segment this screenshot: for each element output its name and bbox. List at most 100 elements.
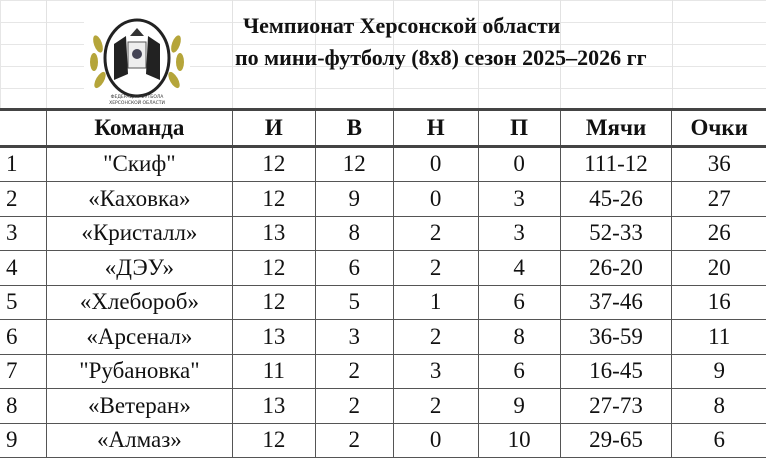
draws-cell: 2 — [392, 388, 479, 424]
place-cell: 3 — [0, 215, 47, 251]
table-row: 1 "Скиф" 12 12 0 0 111-12 36 — [0, 145, 766, 182]
svg-text:ФЕДЕРАЦИЯ ФУТБОЛА: ФЕДЕРАЦИЯ ФУТБОЛА — [111, 94, 165, 100]
games-cell: 12 — [231, 145, 316, 182]
losses-cell: 6 — [477, 353, 561, 389]
title-line-2: по мини-футболу (8х8) сезон 2025–2026 гг — [235, 45, 647, 70]
games-cell: 12 — [231, 284, 316, 320]
losses-cell: 8 — [477, 319, 561, 355]
column-header: Н — [392, 108, 479, 148]
team-cell: «Арсенал» — [45, 319, 233, 355]
draws-cell: 0 — [392, 145, 479, 182]
games-cell: 13 — [231, 215, 316, 251]
draws-cell: 1 — [392, 284, 479, 320]
wins-cell: 3 — [314, 319, 394, 355]
team-cell: «Ветеран» — [45, 388, 233, 424]
place-cell: 7 — [0, 353, 47, 389]
column-header: И — [231, 108, 316, 148]
column-header: Мячи — [559, 108, 673, 148]
points-cell: 8 — [671, 388, 766, 424]
team-cell: «Хлебороб» — [45, 284, 233, 320]
grid-line — [46, 0, 47, 108]
wins-cell: 8 — [314, 215, 394, 251]
goals-cell: 37-46 — [559, 284, 673, 320]
losses-cell: 0 — [477, 145, 561, 182]
points-cell: 36 — [671, 145, 766, 182]
place-cell: 1 — [0, 145, 47, 182]
svg-text:ХЕРСОНСКОЙ ОБЛАСТИ: ХЕРСОНСКОЙ ОБЛАСТИ — [109, 99, 165, 106]
goals-cell: 26-20 — [559, 250, 673, 286]
goals-cell: 52-33 — [559, 215, 673, 251]
grid-line — [672, 0, 673, 108]
goals-cell: 36-59 — [559, 319, 673, 355]
place-cell: 9 — [0, 422, 47, 458]
grid-line — [393, 0, 394, 108]
losses-cell: 10 — [477, 422, 561, 458]
table-row: 2 «Каховка» 12 9 0 3 45-26 27 — [0, 181, 766, 217]
losses-cell: 9 — [477, 388, 561, 424]
draws-cell: 2 — [392, 215, 479, 251]
losses-cell: 4 — [477, 250, 561, 286]
losses-cell: 3 — [477, 215, 561, 251]
goals-cell: 45-26 — [559, 181, 673, 217]
goals-cell: 29-65 — [559, 422, 673, 458]
place-cell: 4 — [0, 250, 47, 286]
games-cell: 11 — [231, 353, 316, 389]
page-title: Чемпионат Херсонской области по мини-фут… — [235, 10, 647, 74]
table-row: 3 «Кристалл» 13 8 2 3 52-33 26 — [0, 215, 766, 251]
column-header: Команда — [45, 108, 233, 148]
losses-cell: 3 — [477, 181, 561, 217]
team-cell: «Кристалл» — [45, 215, 233, 251]
place-cell: 5 — [0, 284, 47, 320]
table-row: 6 «Арсенал» 13 3 2 8 36-59 11 — [0, 319, 766, 355]
column-header — [0, 108, 47, 148]
table-row: 5 «Хлебороб» 12 5 1 6 37-46 16 — [0, 284, 766, 320]
games-cell: 12 — [231, 250, 316, 286]
losses-cell: 6 — [477, 284, 561, 320]
column-header: Очки — [671, 108, 766, 148]
points-cell: 6 — [671, 422, 766, 458]
wins-cell: 6 — [314, 250, 394, 286]
games-cell: 12 — [231, 422, 316, 458]
grid-line — [478, 0, 479, 108]
place-cell: 8 — [0, 388, 47, 424]
points-cell: 26 — [671, 215, 766, 251]
goals-cell: 27-73 — [559, 388, 673, 424]
table-row: 4 «ДЭУ» 12 6 2 4 26-20 20 — [0, 250, 766, 286]
table-row: 7 "Рубановка" 11 2 3 6 16-45 9 — [0, 353, 766, 389]
games-cell: 13 — [231, 319, 316, 355]
wins-cell: 2 — [314, 388, 394, 424]
goals-cell: 111-12 — [559, 145, 673, 182]
grid-line — [560, 0, 561, 108]
team-cell: «Алмаз» — [45, 422, 233, 458]
place-cell: 2 — [0, 181, 47, 217]
goals-cell: 16-45 — [559, 353, 673, 389]
draws-cell: 0 — [392, 181, 479, 217]
draws-cell: 3 — [392, 353, 479, 389]
wins-cell: 2 — [314, 353, 394, 389]
team-cell: "Рубановка" — [45, 353, 233, 389]
federation-logo: ФЕДЕРАЦИЯ ФУТБОЛА ХЕРСОНСКОЙ ОБЛАСТИ — [84, 14, 190, 106]
column-header: В — [314, 108, 394, 148]
games-cell: 12 — [231, 181, 316, 217]
table-header-row: Команда И В Н П Мячи Очки — [0, 108, 766, 148]
team-cell: "Скиф" — [45, 145, 233, 182]
standings-table: Команда И В Н П Мячи Очки 1 "Скиф" 12 12 0 0 111-12 3… — [0, 108, 766, 458]
column-header: П — [477, 108, 561, 148]
points-cell: 20 — [671, 250, 766, 286]
grid-line — [232, 0, 233, 108]
place-cell: 6 — [0, 319, 47, 355]
team-cell: «Каховка» — [45, 181, 233, 217]
points-cell: 11 — [671, 319, 766, 355]
draws-cell: 0 — [392, 422, 479, 458]
title-line-1: Чемпионат Херсонской области — [243, 13, 561, 38]
draws-cell: 2 — [392, 250, 479, 286]
games-cell: 13 — [231, 388, 316, 424]
wins-cell: 9 — [314, 181, 394, 217]
table-row: 9 «Алмаз» 12 2 0 10 29-65 6 — [0, 422, 766, 458]
table-row: 8 «Ветеран» 13 2 2 9 27-73 8 — [0, 388, 766, 424]
team-cell: «ДЭУ» — [45, 250, 233, 286]
wins-cell: 5 — [314, 284, 394, 320]
wins-cell: 12 — [314, 145, 394, 182]
points-cell: 27 — [671, 181, 766, 217]
wins-cell: 2 — [314, 422, 394, 458]
